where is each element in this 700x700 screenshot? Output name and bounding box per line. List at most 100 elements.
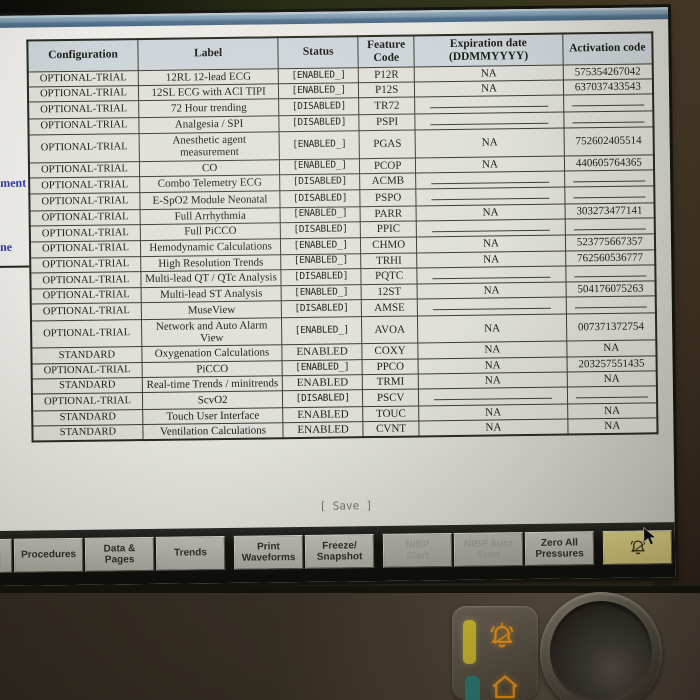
cell-exp[interactable]: NA — [419, 418, 568, 437]
cell-act[interactable] — [564, 186, 655, 204]
cell-label: High Resolution Trends — [140, 254, 282, 272]
data-pages-button[interactable]: Data & Pages — [84, 536, 155, 572]
cell-act[interactable] — [564, 169, 655, 188]
cell-exp[interactable]: NA — [415, 128, 565, 158]
cell-act[interactable]: NA — [566, 340, 657, 357]
cell-status[interactable]: [DISABLED] — [280, 189, 361, 208]
cell-label: Full PiCCO — [140, 222, 281, 241]
cell-status[interactable]: ENABLED — [282, 344, 363, 361]
blank-entry-line — [431, 172, 550, 185]
cell-status[interactable]: ENABLED — [283, 421, 364, 439]
cell-exp[interactable] — [418, 387, 568, 406]
cell-status[interactable]: [DISABLED] — [282, 389, 363, 408]
blank-entry-line — [432, 267, 551, 280]
blank-entry-line — [432, 299, 551, 311]
cell-act[interactable] — [565, 296, 656, 314]
column-header-2: Status — [278, 36, 359, 69]
cell-status[interactable]: [DISABLED] — [279, 173, 360, 191]
cell-act[interactable]: 203257551435 — [566, 355, 657, 373]
menu-item-fragment[interactable]: ment — [0, 175, 27, 190]
cell-exp[interactable] — [415, 187, 565, 206]
alarm-bell-rays-icon[interactable] — [485, 620, 519, 654]
cell-status[interactable]: ENABLED — [282, 374, 363, 392]
cell-act[interactable]: NA — [567, 417, 658, 435]
cell-status[interactable]: [ENABLED_] — [282, 359, 363, 376]
cell-act[interactable] — [563, 94, 654, 112]
freeze-snapshot-button[interactable]: Freeze/ Snapshot — [304, 534, 375, 569]
menu-item-fragment[interactable]: ne — [0, 239, 13, 254]
cell-config: OPTIONAL-TRIAL — [28, 117, 139, 136]
cell-status[interactable]: [DISABLED] — [281, 268, 362, 286]
cell-exp[interactable]: NA — [417, 313, 567, 344]
cell-label: Ventilation Calculations — [142, 422, 284, 441]
cell-act[interactable]: 007371372754 — [566, 312, 657, 342]
alarm-silence-button[interactable] — [602, 530, 673, 566]
cell-act[interactable]: NA — [567, 402, 658, 419]
nibp-auto-start-button: NIBP Auto Start — [453, 532, 524, 567]
cell-config: OPTIONAL-TRIAL — [29, 176, 140, 195]
cell-status[interactable]: [DISABLED] — [281, 300, 362, 318]
blank-entry-line — [572, 171, 646, 183]
procedures-button[interactable]: Procedures — [13, 537, 84, 573]
cell-status[interactable]: [DISABLED] — [279, 114, 360, 132]
cell-act[interactable]: 637037433543 — [563, 78, 654, 96]
cell-act[interactable]: 504176075263 — [565, 280, 656, 298]
cell-status[interactable]: [ENABLED_] — [280, 253, 362, 270]
trim-knob-ring — [540, 592, 662, 700]
blank-entry-line — [573, 219, 646, 231]
cell-config: OPTIONAL-TRIAL — [30, 256, 141, 273]
cell-exp[interactable] — [417, 297, 567, 316]
cell-config: OPTIONAL-TRIAL — [28, 161, 140, 178]
cell-exp[interactable] — [415, 170, 565, 190]
cell-code: PGAS — [359, 129, 416, 159]
trim-knob[interactable] — [550, 601, 652, 700]
cell-status[interactable]: [ENABLED_] — [280, 206, 361, 223]
blank-entry-line — [431, 220, 550, 233]
cell-code: AMSE — [361, 299, 418, 317]
cell-status[interactable]: [ENABLED_] — [279, 130, 360, 160]
cell-code: ACMB — [359, 172, 416, 190]
cell-status[interactable]: [ENABLED_] — [281, 316, 362, 346]
cell-act[interactable]: 575354267042 — [562, 63, 653, 81]
cell-act[interactable] — [565, 264, 656, 283]
cell-config: STANDARD — [32, 409, 143, 426]
home-icon[interactable] — [490, 672, 520, 700]
edge-button[interactable] — [0, 538, 13, 573]
cell-status[interactable]: [DISABLED] — [280, 221, 361, 239]
cell-exp[interactable] — [417, 265, 566, 285]
blank-entry-line — [571, 95, 645, 107]
cell-act[interactable] — [564, 217, 655, 236]
cell-act[interactable]: 303273477141 — [564, 202, 655, 219]
cell-exp[interactable] — [414, 95, 564, 114]
cell-label: Analgesia / SPI — [138, 115, 280, 134]
cell-act[interactable]: 752602405514 — [563, 126, 654, 156]
cell-code: TR72 — [358, 97, 416, 115]
cell-act[interactable] — [563, 110, 654, 129]
cell-status[interactable]: [ENABLED_] — [280, 237, 361, 255]
cell-status[interactable]: [ENABLED_] — [279, 158, 360, 175]
cell-exp[interactable] — [416, 218, 566, 238]
blank-entry-line — [433, 389, 553, 401]
cell-exp[interactable] — [415, 111, 564, 130]
cell-status[interactable]: [ENABLED_] — [278, 67, 359, 84]
cell-status[interactable]: [DISABLED] — [278, 98, 359, 116]
cell-act[interactable]: NA — [566, 370, 657, 388]
cell-act[interactable]: 523775667357 — [565, 234, 656, 251]
cell-act[interactable]: 762560536777 — [565, 249, 656, 266]
cell-code: COXY — [361, 343, 419, 360]
cell-status[interactable]: [ENABLED_] — [281, 284, 362, 302]
cell-label: E-SpO2 Module Neonatal — [139, 190, 281, 210]
trends-button[interactable]: Trends — [155, 535, 226, 571]
cell-status[interactable]: ENABLED — [282, 406, 364, 423]
cell-act[interactable]: 440605764365 — [564, 154, 655, 171]
alarm-bell-icon — [630, 540, 645, 555]
cell-label: Hemodynamic Calculations — [140, 238, 281, 257]
print-waveforms-button[interactable]: Print Waveforms — [233, 534, 304, 570]
cell-status[interactable]: [ENABLED_] — [278, 82, 359, 100]
cell-code: TRMI — [362, 373, 419, 390]
save-button[interactable]: [ Save ] — [319, 499, 373, 513]
cell-code: PPCO — [362, 358, 419, 375]
cell-label: PiCCO — [141, 360, 283, 378]
zero-all-pressures-button[interactable]: Zero All Pressures — [524, 531, 595, 567]
cell-act[interactable] — [567, 386, 658, 404]
